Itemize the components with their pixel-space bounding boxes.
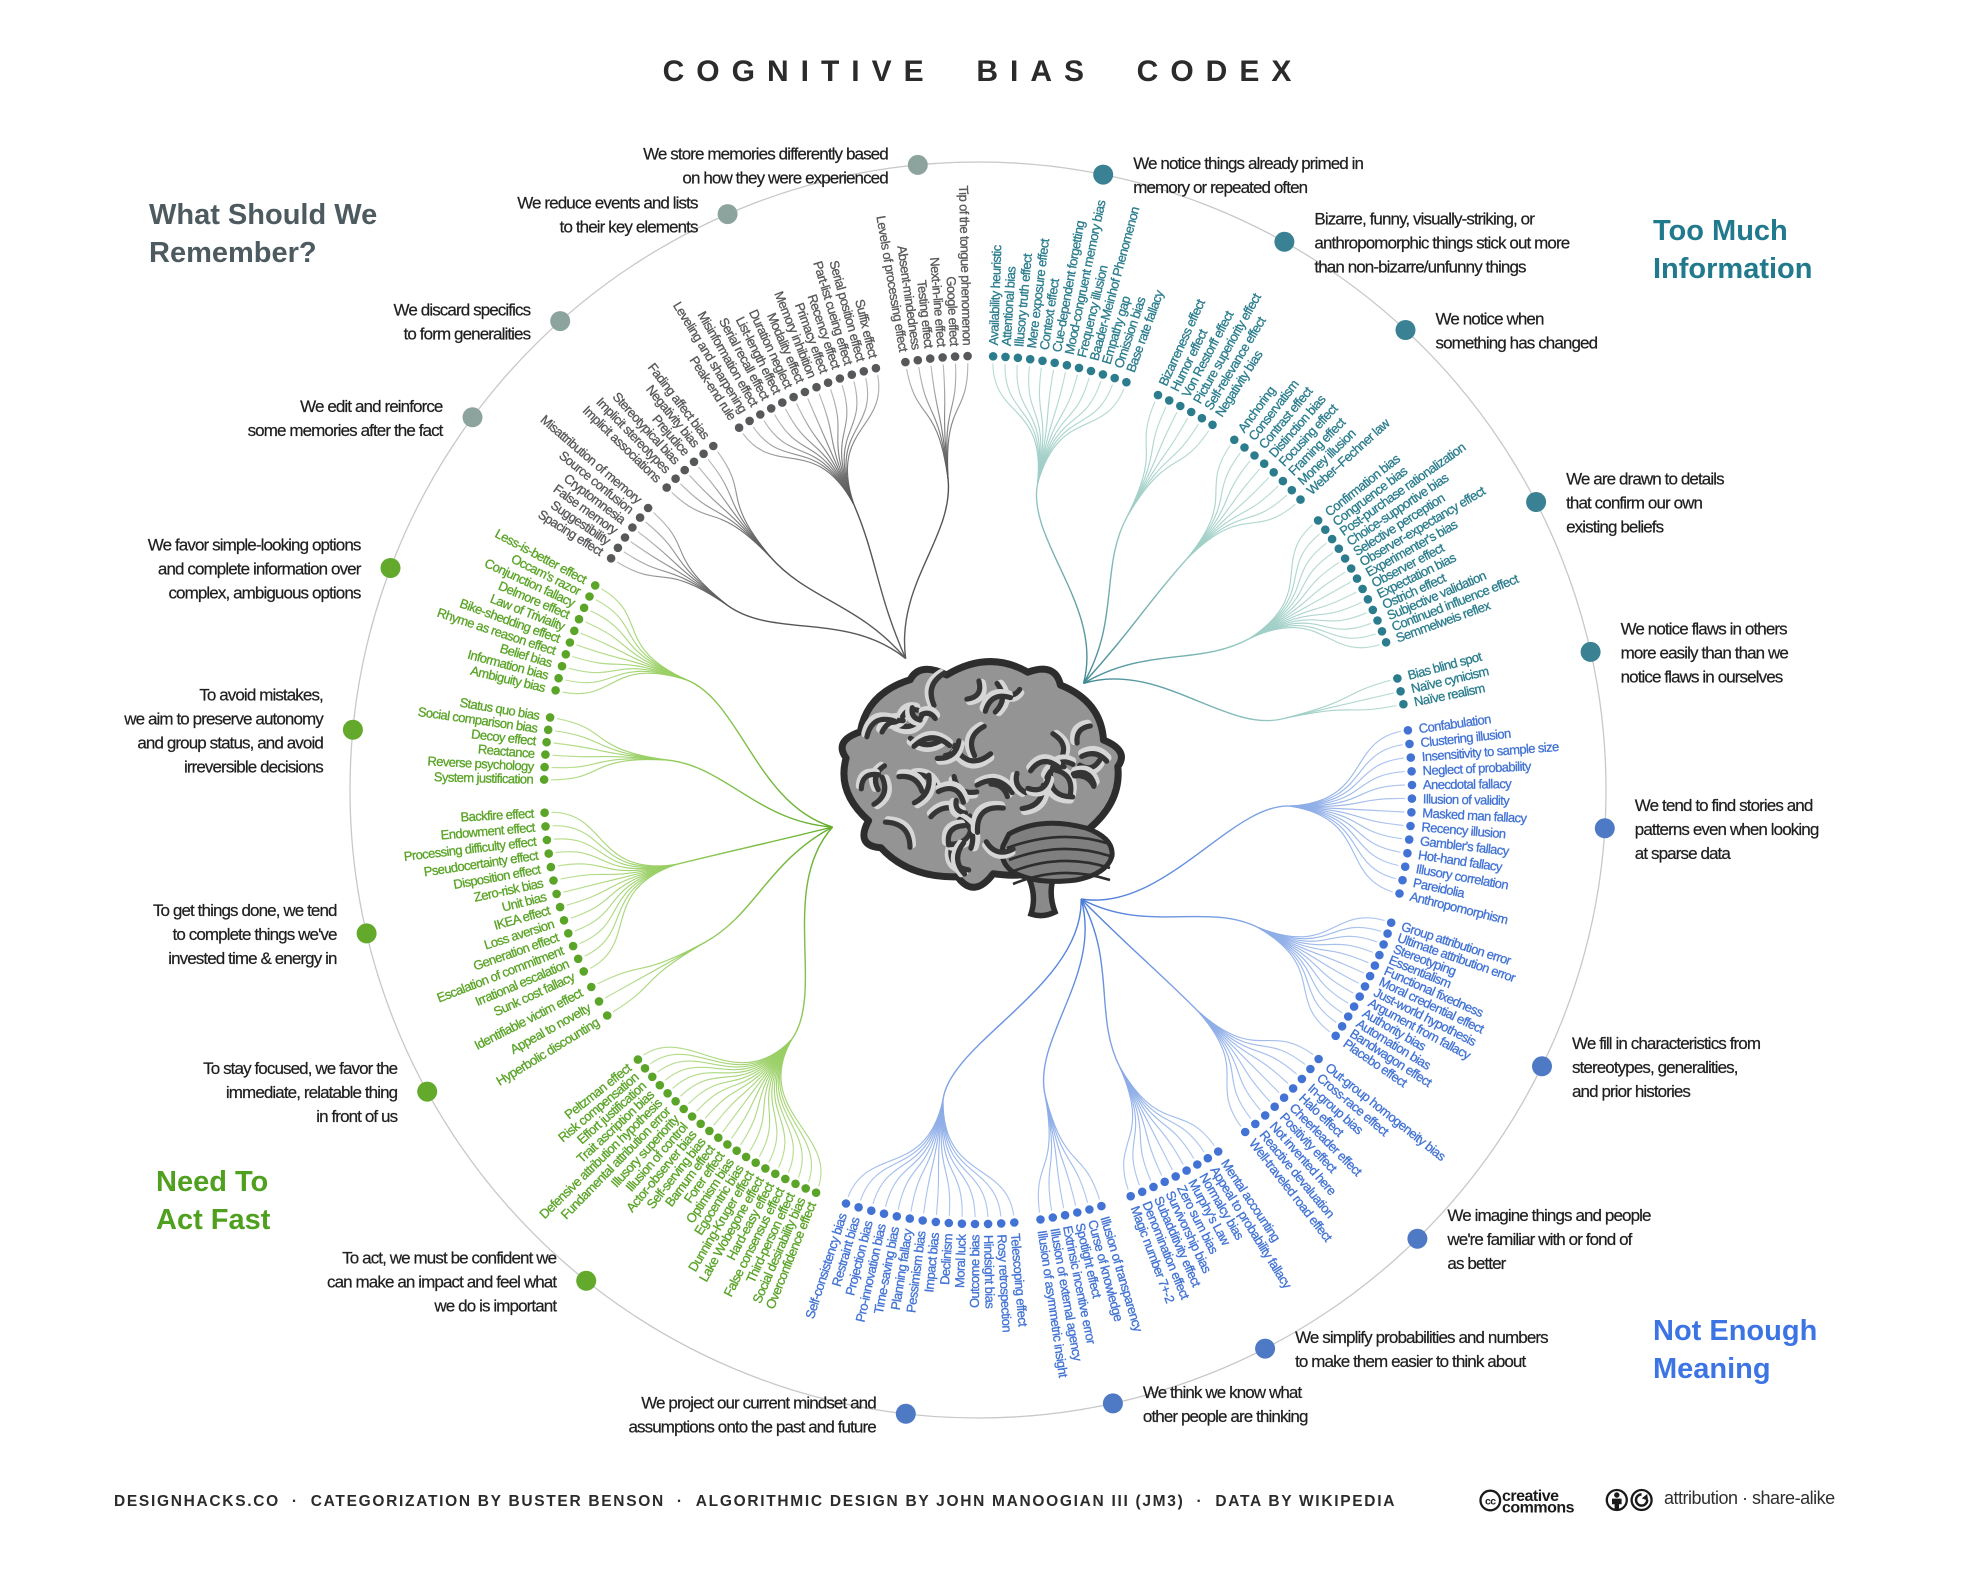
svg-text:we're familiar with or fond of: we're familiar with or fond of — [1446, 1230, 1632, 1249]
svg-text:and prior histories: and prior histories — [1572, 1082, 1690, 1101]
svg-text:Bizarre, funny, visually-strik: Bizarre, funny, visually-striking, or — [1314, 209, 1535, 228]
svg-text:notice flaws in ourselves: notice flaws in ourselves — [1621, 667, 1783, 686]
svg-text:Attentional bias: Attentional bias — [999, 265, 1019, 346]
svg-text:something has changed: something has changed — [1436, 334, 1598, 353]
svg-text:we do is important: we do is important — [433, 1296, 557, 1315]
svg-text:other people are thinking: other people are thinking — [1143, 1407, 1308, 1426]
svg-text:Google effect: Google effect — [943, 276, 962, 347]
svg-text:some memories after the fact: some memories after the fact — [248, 421, 444, 440]
svg-text:creative: creative — [1502, 1488, 1559, 1505]
svg-text:complex, ambiguous options: complex, ambiguous options — [168, 584, 360, 603]
svg-text:Meaning: Meaning — [1653, 1353, 1771, 1385]
svg-text:and group status, and avoid: and group status, and avoid — [137, 733, 323, 752]
svg-text:Outcome bias: Outcome bias — [967, 1234, 983, 1308]
svg-text:on how they were experienced: on how they were experienced — [682, 168, 888, 187]
svg-text:Rosy retrospection: Rosy retrospection — [994, 1234, 1014, 1333]
svg-text:can make an impact and feel wh: can make an impact and feel what — [327, 1272, 557, 1291]
svg-text:We discard specifics: We discard specifics — [394, 301, 531, 320]
svg-text:in front of us: in front of us — [316, 1107, 397, 1126]
svg-text:What Should We: What Should We — [149, 199, 377, 231]
svg-text:We tend to find stories and: We tend to find stories and — [1635, 796, 1813, 815]
svg-text:we aim to preserve autonomy: we aim to preserve autonomy — [123, 709, 324, 728]
svg-text:Neglect of probability: Neglect of probability — [1422, 758, 1532, 778]
svg-text:We reduce events and lists: We reduce events and lists — [517, 194, 698, 213]
svg-text:cc: cc — [1485, 1496, 1496, 1508]
svg-text:We project our current mindset: We project our current mindset and — [641, 1393, 876, 1412]
svg-text:Too Much: Too Much — [1653, 215, 1788, 247]
svg-text:Decoy effect: Decoy effect — [470, 726, 537, 748]
svg-text:to complete things we've: to complete things we've — [173, 925, 337, 944]
svg-text:assumptions onto the past and: assumptions onto the past and future — [628, 1417, 876, 1436]
svg-text:irreversible decisions: irreversible decisions — [184, 757, 323, 776]
svg-text:We notice flaws in others: We notice flaws in others — [1621, 619, 1788, 638]
svg-text:invested time & energy in: invested time & energy in — [168, 949, 337, 968]
svg-text:Recency illusion: Recency illusion — [1421, 819, 1507, 841]
svg-text:COGNITIVE BIAS CODEX: COGNITIVE BIAS CODEX — [663, 55, 1304, 88]
svg-text:Backfire effect: Backfire effect — [460, 806, 535, 825]
svg-text:We notice when: We notice when — [1436, 310, 1544, 329]
svg-text:at sparse data: at sparse data — [1635, 844, 1732, 863]
svg-text:Hindsight bias: Hindsight bias — [981, 1235, 998, 1310]
svg-text:DESIGNHACKS.CO · CATEGORIZAT: DESIGNHACKS.CO · CATEGORIZATION BY BUSTE… — [114, 1493, 1396, 1510]
svg-text:To get things done, we tend: To get things done, we tend — [153, 901, 337, 920]
svg-text:We simplify probabilities and: We simplify probabilities and numbers — [1295, 1328, 1548, 1347]
svg-text:as better: as better — [1447, 1254, 1506, 1273]
svg-text:System justification: System justification — [434, 769, 534, 786]
svg-text:commons: commons — [1502, 1500, 1575, 1517]
svg-text:Availability heuristic: Availability heuristic — [986, 244, 1005, 346]
svg-text:more easily than than we: more easily than than we — [1621, 643, 1789, 662]
svg-text:immediate, relatable thing: immediate, relatable thing — [226, 1083, 398, 1102]
svg-text:to form generalities: to form generalities — [404, 325, 531, 344]
svg-text:Information: Information — [1653, 253, 1813, 285]
svg-text:We store memories differently: We store memories differently based — [643, 144, 888, 163]
svg-text:that confirm our own: that confirm our own — [1566, 494, 1702, 513]
svg-text:We imagine things and people: We imagine things and people — [1447, 1206, 1651, 1225]
svg-text:existing beliefs: existing beliefs — [1566, 518, 1664, 537]
svg-text:than non-bizarre/unfunny thing: than non-bizarre/unfunny things — [1314, 257, 1526, 276]
svg-text:stereotypes, generalities,: stereotypes, generalities, — [1572, 1058, 1738, 1077]
svg-text:to their key elements: to their key elements — [560, 218, 698, 237]
svg-text:We fill in characteristics fro: We fill in characteristics from — [1572, 1034, 1761, 1053]
svg-text:We edit and reinforce: We edit and reinforce — [300, 397, 443, 416]
svg-text:Impact bias: Impact bias — [921, 1231, 942, 1293]
svg-text:Reactance: Reactance — [477, 741, 535, 761]
svg-text:Tip of the tongue phenomenon: Tip of the tongue phenomenon — [956, 185, 975, 345]
svg-text:anthropomorphic things stick o: anthropomorphic things stick out more — [1314, 233, 1569, 252]
svg-text:Illusion of validity: Illusion of validity — [1423, 791, 1511, 808]
svg-text:We think we know what: We think we know what — [1143, 1383, 1303, 1402]
svg-text:to make them easier to think a: to make them easier to think about — [1295, 1352, 1526, 1371]
svg-text:Moral luck: Moral luck — [952, 1233, 969, 1288]
svg-text:and complete information over: and complete information over — [158, 560, 362, 579]
svg-text:Remember?: Remember? — [149, 237, 317, 269]
svg-text:Act Fast: Act Fast — [156, 1204, 271, 1236]
svg-text:Reverse psychology: Reverse psychology — [427, 753, 535, 774]
svg-text:We notice things already prime: We notice things already primed in — [1133, 154, 1363, 173]
svg-text:To stay focused, we favor the: To stay focused, we favor the — [203, 1059, 398, 1078]
svg-text:Not Enough: Not Enough — [1653, 1315, 1817, 1347]
svg-text:To avoid mistakes,: To avoid mistakes, — [199, 685, 323, 704]
svg-text:patterns even when looking: patterns even when looking — [1635, 820, 1819, 839]
svg-text:attribution · share-alike: attribution · share-alike — [1664, 1488, 1835, 1508]
svg-text:We are drawn to details: We are drawn to details — [1566, 470, 1724, 489]
svg-text:Anecdotal fallacy: Anecdotal fallacy — [1423, 776, 1512, 792]
svg-text:We favor simple-looking option: We favor simple-looking options — [148, 536, 361, 555]
svg-text:Masked man fallacy: Masked man fallacy — [1422, 805, 1528, 825]
svg-text:To act, we must be confident w: To act, we must be confident we — [342, 1248, 556, 1267]
svg-text:Need To: Need To — [156, 1166, 268, 1198]
svg-text:Declinism: Declinism — [937, 1233, 955, 1285]
svg-text:memory or repeated often: memory or repeated often — [1133, 178, 1307, 197]
